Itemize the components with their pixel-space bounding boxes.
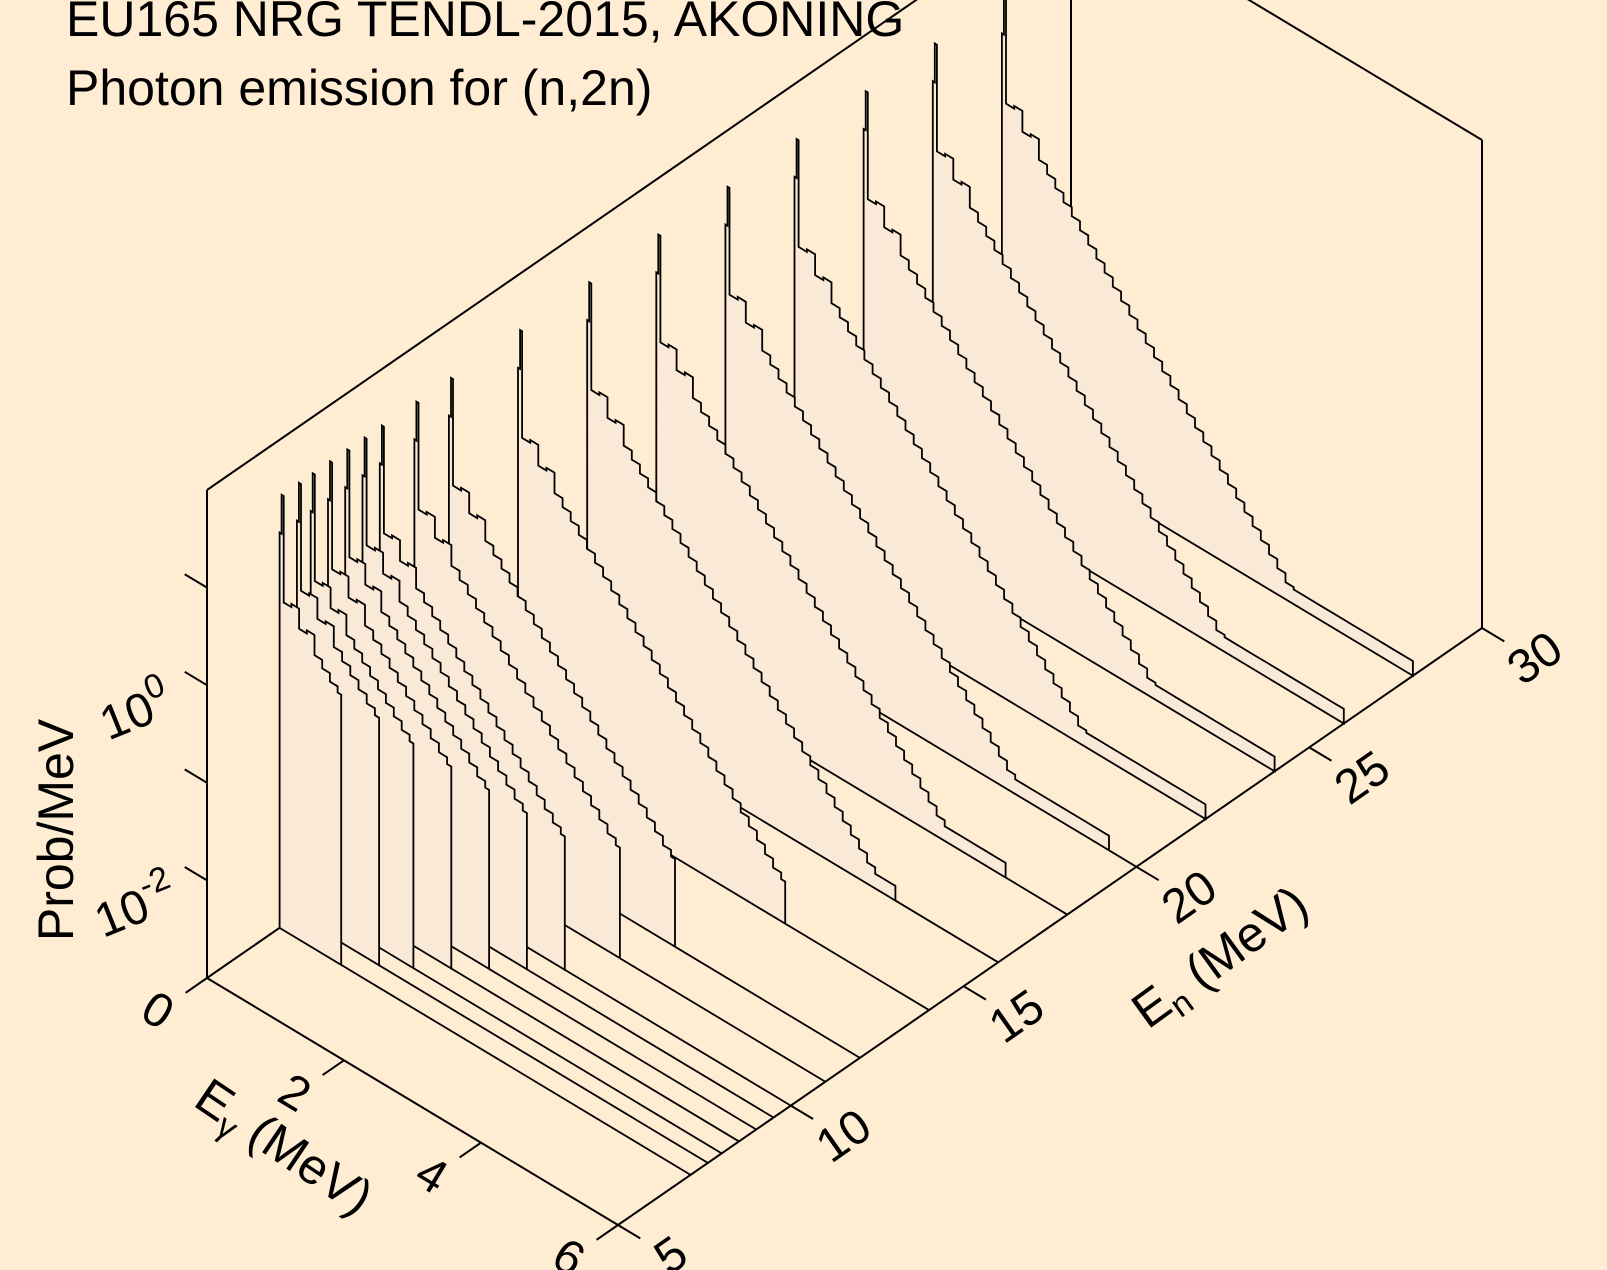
tick-y-20 [1135,865,1160,882]
tick-y-10 [790,1104,814,1120]
tick-x-4 [459,1141,482,1159]
tick-x-6 [596,1224,619,1241]
tick-z-1 [184,573,208,589]
tick-label-z-0: 100 [89,665,180,750]
spectrum-baseline-en-11 [619,957,826,1083]
box-edge-back-top [206,0,918,491]
tick-label-y-15: 15 [980,980,1054,1054]
tick-z--1 [184,768,208,784]
spectrum-baseline-en-12 [674,945,861,1059]
spectrum-en-24 [862,89,1276,773]
box-edge-front [206,977,619,1226]
box-edge-right-bottom [617,627,1483,1226]
tick-y-15 [963,985,987,1001]
tick-x-0 [185,977,208,994]
tick-y-25 [1308,746,1333,762]
tick-label-y-10: 10 [807,1099,881,1173]
spectra-group [278,0,1414,1176]
spectrum-baseline-en-7.6 [378,964,709,1164]
spectrum-baseline-en-9 [488,968,757,1131]
tick-y-5 [617,1224,641,1240]
spectrum-baseline-en-7.1 [340,964,692,1176]
tick-label-x-6: 6 [543,1228,593,1270]
spectrum-baseline-en-18 [1005,876,1068,916]
tick-label-y-5: 5 [645,1226,697,1270]
spectrum-baseline-en-9.5 [526,968,774,1119]
tick-y-30 [1481,627,1505,643]
box-edge-right-top [1247,0,1483,141]
spectrum-baseline-en-8 [412,967,723,1155]
tick-label-x-4: 4 [406,1146,456,1205]
spectrum-en-20 [724,185,1110,852]
tick-z-0 [184,670,208,687]
tick-label-y-20: 20 [1153,860,1227,934]
tick-label-y-30: 30 [1498,622,1572,696]
tick-label-x-0: 0 [132,981,182,1040]
spectrum-en-28 [1001,0,1414,678]
chart-title-line-1: EU165 NRG TENDL-2015, AKONING [66,0,905,47]
spectrum-en-22 [793,137,1207,821]
spectrum-baseline-en-14 [784,922,930,1011]
spectrum-en-7.1 [278,493,343,967]
spectrum-en-26 [931,41,1345,726]
spectrum-baseline-en-20 [1108,849,1137,868]
chart-title-line-2: Photon emission for (n,2n) [66,60,653,116]
tick-label-z--2: 10-2 [84,859,185,948]
tick-x-2 [322,1059,345,1076]
tick-label-y-25: 25 [1325,741,1399,815]
spectrum-baseline-en-8.5 [450,967,740,1143]
axis-ticks [184,573,1505,1241]
spectrum-baseline-en-10 [564,968,792,1107]
tick-z--2 [184,866,208,882]
spectrum-baseline-en-16 [894,899,999,964]
z-axis-title: Prob/MeV [28,718,84,941]
